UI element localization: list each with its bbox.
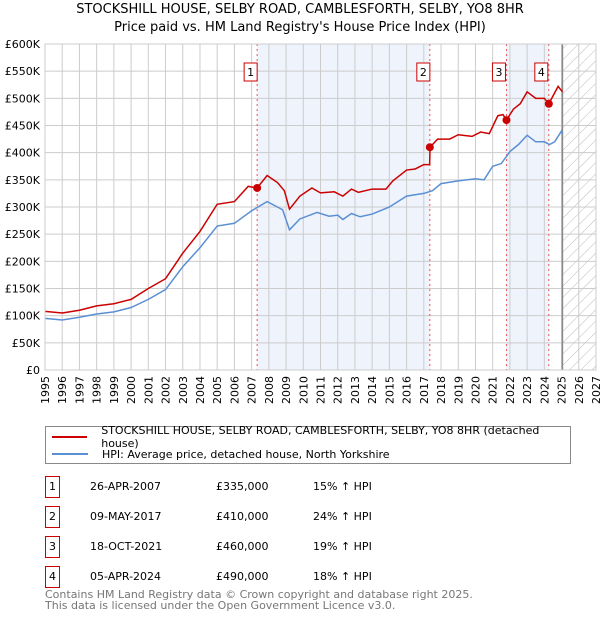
sale-row: 3 18-OCT-2021 £460,000 19% ↑ HPI (45, 536, 545, 558)
sale-hpi-change: 15% ↑ HPI (313, 480, 372, 493)
sale-marker-box (243, 62, 258, 82)
sale-hpi-change: 19% ↑ HPI (313, 540, 372, 553)
x-tick-label: 2003 (177, 376, 190, 404)
legend-label: HPI: Average price, detached house, Nort… (102, 447, 390, 461)
blue-line-swatch (52, 453, 88, 455)
y-tick-label: £350K (5, 174, 41, 187)
sale-point (544, 99, 553, 108)
sale-marker-label: 2 (420, 66, 427, 79)
x-tick-label: 2007 (246, 376, 259, 404)
x-tick-label: 2025 (556, 376, 569, 404)
legend: STOCKSHILL HOUSE, SELBY ROAD, CAMBLESFOR… (45, 424, 571, 464)
x-tick-label: 2022 (504, 376, 517, 404)
x-tick-label: 2008 (263, 376, 276, 404)
x-tick-label: 2020 (469, 376, 482, 404)
x-tick-label: 2006 (228, 376, 241, 404)
footer: Contains HM Land Registry data © Crown c… (45, 589, 473, 611)
y-tick-label: £250K (5, 228, 41, 241)
sale-price: £490,000 (216, 570, 269, 583)
chart-title: STOCKSHILL HOUSE, SELBY ROAD, CAMBLESFOR… (76, 2, 524, 17)
x-tick-label: 2014 (366, 376, 379, 404)
x-tick-label: 1996 (56, 376, 69, 404)
x-tick-label: 2001 (142, 376, 155, 404)
y-tick-label: £100K (5, 310, 41, 323)
sale-price: £410,000 (216, 510, 269, 523)
x-tick-label: 1999 (108, 376, 121, 404)
x-tick-label: 2012 (332, 376, 345, 404)
y-tick-label: £550K (5, 65, 41, 78)
sale-date: 09-MAY-2017 (90, 510, 162, 523)
sale-price: £460,000 (216, 540, 269, 553)
price-chart: 1995 1996 1997 1998 1999 2000 2001 2002 2003 2004… (5, 38, 600, 404)
sale-point (502, 116, 511, 125)
legend-item-hpi: HPI: Average price, detached house, Nort… (52, 446, 390, 462)
sale-date: 18-OCT-2021 (90, 540, 163, 553)
x-tick-label: 2013 (349, 376, 362, 404)
x-tick-label: 2026 (573, 376, 586, 404)
x-tick-label: 2016 (401, 376, 414, 404)
copyright-text: Contains HM Land Registry data © Crown c… (45, 588, 473, 601)
x-tick-label: 2004 (194, 376, 207, 404)
x-tick-label: 2023 (521, 376, 534, 404)
sale-hpi-change: 18% ↑ HPI (313, 570, 372, 583)
y-tick-label: £200K (5, 255, 41, 268)
y-tick-label: £400K (5, 147, 41, 160)
x-tick-label: 1997 (73, 376, 86, 404)
sale-row: 1 26-APR-2007 £335,000 15% ↑ HPI (45, 476, 545, 498)
y-tick-label: £150K (5, 283, 41, 296)
y-tick-label: £450K (5, 120, 41, 133)
chart-subtitle: Price paid vs. HM Land Registry's House … (114, 20, 486, 35)
sale-marker-badge: 2 (45, 506, 60, 528)
x-tick-label: 2011 (315, 376, 328, 404)
sale-marker-label: 4 (538, 66, 545, 79)
x-tick-label: 2005 (211, 376, 224, 404)
sale-marker-badge: 4 (45, 566, 60, 588)
y-tick-label: £500K (5, 92, 41, 105)
x-tick-label: 2009 (280, 376, 293, 404)
x-tick-label: 2010 (297, 376, 310, 404)
sale-marker-box (491, 62, 506, 82)
x-tick-label: 2017 (418, 376, 431, 404)
x-tick-label: 2018 (435, 376, 448, 404)
sale-marker-box (416, 62, 431, 82)
x-tick-label: 2019 (452, 376, 465, 404)
hpi-line (44, 129, 564, 321)
plot-border (44, 43, 597, 371)
sale-date: 26-APR-2007 (90, 480, 162, 493)
y-tick-label: £0 (26, 364, 40, 377)
x-tick-label: 1995 (39, 376, 52, 404)
licence-text: This data is licensed under the Open Gov… (45, 599, 396, 612)
sale-hpi-change: 24% ↑ HPI (313, 510, 372, 523)
red-line-swatch (52, 436, 88, 438)
x-tick-label: 2000 (125, 376, 138, 404)
sale-date: 05-APR-2024 (90, 570, 162, 583)
x-tick-label: 1998 (91, 376, 104, 404)
x-tick-label: 2002 (160, 376, 173, 404)
sale-marker-badge: 3 (45, 536, 60, 558)
sale-marker-box (534, 62, 549, 82)
sale-price: £335,000 (216, 480, 269, 493)
x-tick-label: 2024 (538, 376, 551, 404)
y-tick-label: £50K (12, 337, 41, 350)
x-tick-label: 2021 (487, 376, 500, 404)
legend-item-property: STOCKSHILL HOUSE, SELBY ROAD, CAMBLESFOR… (52, 424, 570, 450)
x-tick-label: 2015 (383, 376, 396, 404)
sale-point (425, 143, 434, 152)
sale-marker-label: 3 (495, 66, 502, 79)
sale-point (253, 183, 262, 192)
y-tick-label: £300K (5, 201, 41, 214)
x-tick-label: 2027 (590, 376, 600, 404)
legend-label: STOCKSHILL HOUSE, SELBY ROAD, CAMBLESFOR… (101, 424, 540, 450)
sale-marker-label: 1 (247, 66, 254, 79)
sale-row: 2 09-MAY-2017 £410,000 24% ↑ HPI (45, 506, 545, 528)
sale-marker-badge: 1 (45, 476, 60, 498)
y-tick-label: £600K (5, 38, 41, 51)
sale-row: 4 05-APR-2024 £490,000 18% ↑ HPI (45, 566, 545, 588)
